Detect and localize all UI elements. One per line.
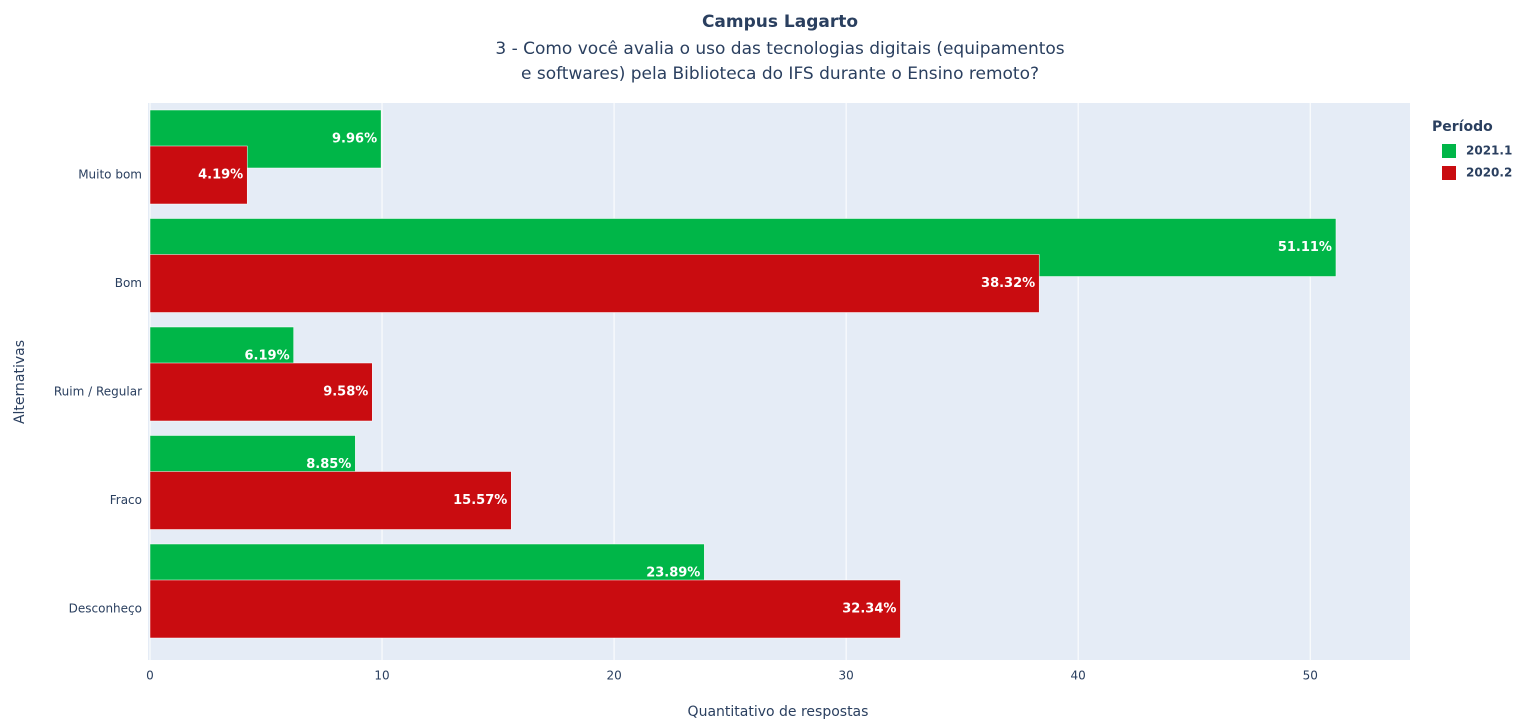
y-tick-label: Fraco — [110, 493, 142, 507]
y-tick-label: Ruim / Regular — [54, 385, 142, 399]
bar — [149, 145, 248, 205]
legend-title: Período — [1432, 119, 1493, 135]
bar-value-label: 9.96% — [332, 132, 377, 147]
bar-value-label: 4.19% — [198, 168, 243, 183]
bar — [149, 579, 901, 639]
bar-value-label: 15.57% — [453, 493, 507, 508]
x-tick-label: 50 — [1303, 669, 1318, 683]
bar-value-label: 51.11% — [1278, 240, 1332, 255]
y-tick-label: Desconheço — [69, 602, 142, 616]
chart-subtitle: e softwares) pela Biblioteca do IFS dura… — [521, 64, 1039, 84]
bar-value-label: 9.58% — [323, 385, 368, 400]
x-tick-label: 40 — [1071, 669, 1086, 683]
bar — [149, 471, 512, 530]
x-tick-label: 10 — [374, 669, 389, 683]
y-tick-label: Bom — [115, 276, 142, 290]
legend-swatch — [1442, 166, 1456, 180]
x-tick-label: 0 — [146, 669, 154, 683]
y-axis-title: Alternativas — [12, 340, 28, 424]
bar — [149, 254, 1040, 313]
x-axis-title: Quantitativo de respostas — [688, 704, 869, 720]
chart-title: Campus Lagarto — [702, 12, 858, 32]
bar-value-label: 32.34% — [842, 602, 896, 617]
bar-value-label: 23.89% — [646, 566, 700, 581]
chart-subtitle: 3 - Como você avalia o uso das tecnologi… — [495, 39, 1064, 59]
bar-value-label: 8.85% — [306, 457, 351, 472]
x-tick-label: 30 — [838, 669, 853, 683]
legend-label: 2020.2 — [1466, 166, 1512, 180]
bar-value-label: 38.32% — [981, 276, 1035, 291]
legend-swatch — [1442, 144, 1456, 158]
x-tick-label: 20 — [606, 669, 621, 683]
y-tick-label: Muito bom — [78, 168, 142, 182]
bar — [149, 362, 373, 422]
legend-label: 2021.1 — [1466, 144, 1512, 158]
bar-value-label: 6.19% — [245, 349, 290, 364]
